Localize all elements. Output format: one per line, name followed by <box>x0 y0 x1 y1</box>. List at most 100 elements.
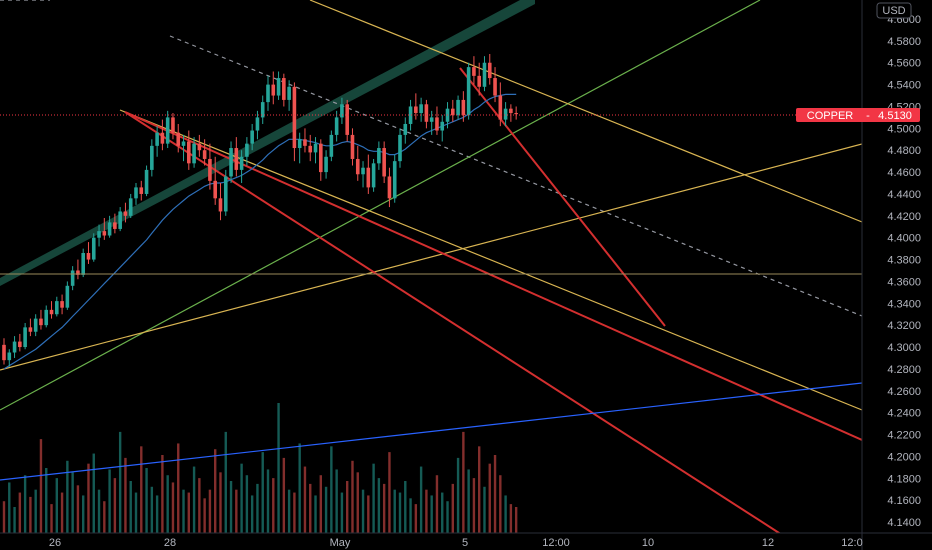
price-axis[interactable]: 4.60004.58004.56004.54004.52004.50004.48… <box>861 0 932 550</box>
candle[interactable] <box>234 137 239 177</box>
candle[interactable] <box>297 132 302 164</box>
red-trend-line-upper[interactable] <box>124 111 862 441</box>
candle[interactable] <box>387 167 392 208</box>
candle[interactable] <box>155 126 159 157</box>
candle[interactable] <box>91 233 96 262</box>
candle[interactable] <box>350 128 355 166</box>
candle[interactable] <box>28 318 33 337</box>
candle[interactable] <box>150 139 154 177</box>
candle[interactable] <box>160 119 165 151</box>
candle[interactable] <box>382 141 386 184</box>
candle[interactable] <box>482 56 487 92</box>
candle[interactable] <box>466 62 471 120</box>
candle[interactable] <box>287 80 291 111</box>
candle[interactable] <box>313 137 318 164</box>
candle[interactable] <box>81 248 85 278</box>
candle[interactable] <box>503 102 508 127</box>
candle[interactable] <box>276 71 281 100</box>
candle[interactable] <box>498 82 503 127</box>
candle[interactable] <box>440 115 445 142</box>
candle[interactable] <box>113 213 117 234</box>
candle[interactable] <box>398 128 402 168</box>
candle[interactable] <box>18 333 22 352</box>
candle[interactable] <box>419 97 423 122</box>
candle[interactable] <box>403 117 408 144</box>
candle[interactable] <box>165 110 170 149</box>
candle[interactable] <box>472 56 476 85</box>
candle[interactable] <box>192 137 196 168</box>
candle[interactable] <box>208 143 212 190</box>
candle[interactable] <box>340 97 344 124</box>
candle[interactable] <box>23 322 27 350</box>
candle[interactable] <box>255 110 260 140</box>
candle[interactable] <box>461 91 466 122</box>
candle[interactable] <box>292 82 297 162</box>
candle[interactable] <box>171 113 175 140</box>
candle[interactable] <box>102 218 107 240</box>
candle[interactable] <box>118 207 122 232</box>
orange-trend-line-upper[interactable] <box>309 0 862 223</box>
candle[interactable] <box>250 123 254 151</box>
candle[interactable] <box>144 165 149 197</box>
candle[interactable] <box>424 99 429 129</box>
candle[interactable] <box>392 154 397 203</box>
candle[interactable] <box>303 128 307 153</box>
candle[interactable] <box>107 215 112 238</box>
candle[interactable] <box>65 281 70 310</box>
candle[interactable] <box>514 106 518 120</box>
candle[interactable] <box>60 294 64 315</box>
candle[interactable] <box>39 309 43 330</box>
red-trend-line-lower[interactable] <box>124 111 790 540</box>
candle[interactable] <box>128 193 133 219</box>
candle[interactable] <box>414 93 418 120</box>
candle[interactable] <box>123 202 128 223</box>
candle[interactable] <box>49 301 54 319</box>
candle[interactable] <box>366 154 371 194</box>
candle[interactable] <box>97 224 101 247</box>
candle[interactable] <box>509 104 513 122</box>
candle[interactable] <box>70 266 75 291</box>
candle[interactable] <box>12 336 17 358</box>
candle[interactable] <box>487 53 492 85</box>
candle[interactable] <box>197 134 202 157</box>
red-trend-line-steep[interactable] <box>459 67 666 327</box>
candle[interactable] <box>134 183 138 205</box>
candle[interactable] <box>7 349 12 367</box>
candle[interactable] <box>139 180 144 201</box>
candle[interactable] <box>213 156 217 205</box>
candle[interactable] <box>435 106 439 135</box>
candle[interactable] <box>266 75 270 111</box>
candle[interactable] <box>361 161 365 188</box>
candle[interactable] <box>334 110 339 142</box>
candle[interactable] <box>456 95 460 120</box>
candle[interactable] <box>260 95 265 124</box>
candle[interactable] <box>44 305 49 328</box>
time-axis[interactable]: 26 28 May 5 12:00 10 12 12:0 <box>0 532 932 549</box>
candle[interactable] <box>308 134 313 162</box>
candle[interactable] <box>408 99 413 131</box>
candle[interactable] <box>33 314 38 337</box>
candle[interactable] <box>345 99 349 142</box>
channel-band[interactable] <box>0 0 535 286</box>
candle[interactable] <box>271 71 276 105</box>
candlesticks[interactable] <box>2 53 518 367</box>
candle[interactable] <box>229 141 233 184</box>
candle[interactable] <box>329 130 334 162</box>
candle[interactable] <box>223 169 228 216</box>
candle[interactable] <box>86 242 91 264</box>
candle[interactable] <box>55 296 59 317</box>
blue-trend-line[interactable] <box>0 382 862 481</box>
candle[interactable] <box>239 150 244 184</box>
candle[interactable] <box>429 110 434 135</box>
candle[interactable] <box>377 141 381 170</box>
currency-badge[interactable] <box>876 2 912 19</box>
candle[interactable] <box>202 139 207 166</box>
orange-trend-line-rising[interactable] <box>0 143 862 371</box>
candle[interactable] <box>355 145 360 181</box>
orange-trend-line-lower[interactable] <box>119 109 862 411</box>
candle[interactable] <box>319 139 323 181</box>
candle[interactable] <box>493 67 497 103</box>
candle[interactable] <box>176 123 181 153</box>
candle[interactable] <box>187 130 191 170</box>
